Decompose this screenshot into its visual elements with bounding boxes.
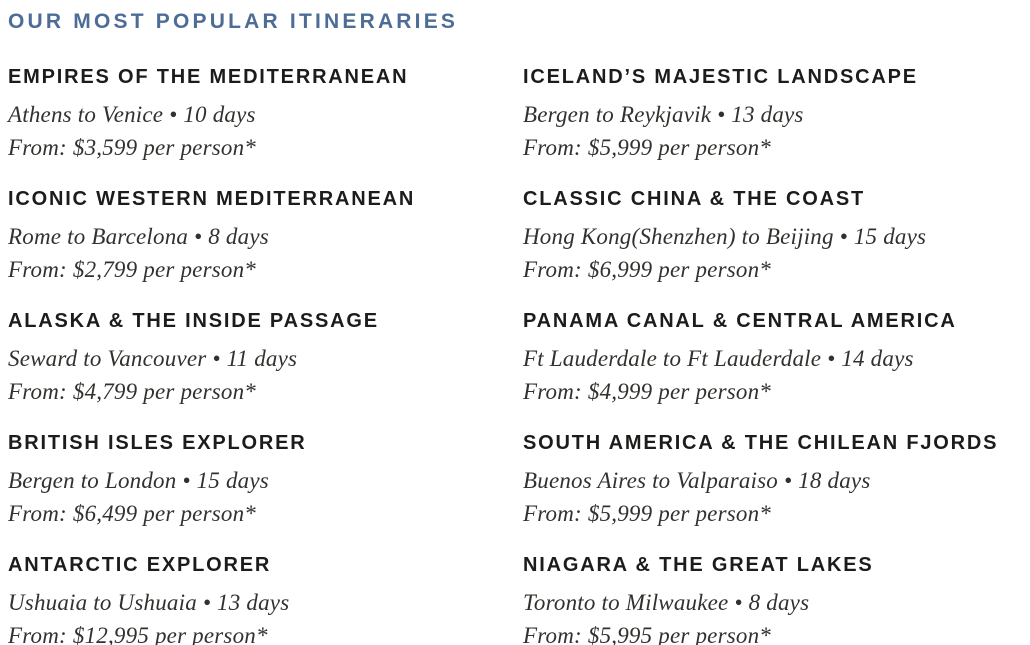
itinerary-title: ALASKA & THE INSIDE PASSAGE — [8, 310, 379, 332]
itinerary-price: From: $2,799 per person* — [8, 257, 256, 282]
left-column: EMPIRES OF THE MEDITERRANEAN Athens to V… — [8, 65, 523, 645]
itinerary-price: From: $12,995 per person* — [8, 623, 268, 645]
itinerary-card: ICELAND’S MAJESTIC LANDSCAPE Bergen to R… — [523, 65, 1030, 164]
itinerary-card: NIAGARA & THE GREAT LAKES Toronto to Mil… — [523, 553, 1030, 645]
itinerary-card: SOUTH AMERICA & THE CHILEAN FJORDS Bueno… — [523, 431, 1030, 530]
itinerary-card: ICONIC WESTERN MEDITERRANEAN Rome to Bar… — [8, 187, 523, 286]
itinerary-route: Hong Kong(Shenzhen) to Beijing • 15 days — [523, 224, 927, 249]
itinerary-route: Ft Lauderdale to Ft Lauderdale • 14 days — [523, 346, 914, 371]
itinerary-route: Toronto to Milwaukee • 8 days — [523, 590, 810, 615]
itinerary-card: BRITISH ISLES EXPLORER Bergen to London … — [8, 431, 523, 530]
itinerary-title: EMPIRES OF THE MEDITERRANEAN — [8, 66, 409, 88]
itinerary-title: CLASSIC CHINA & THE COAST — [523, 188, 866, 210]
itinerary-card: PANAMA CANAL & CENTRAL AMERICA Ft Lauder… — [523, 309, 1030, 408]
itinerary-columns: EMPIRES OF THE MEDITERRANEAN Athens to V… — [8, 65, 1030, 645]
itinerary-price: From: $4,999 per person* — [523, 379, 771, 404]
itinerary-route: Buenos Aires to Valparaiso • 18 days — [523, 468, 871, 493]
itinerary-price: From: $4,799 per person* — [8, 379, 256, 404]
itinerary-card: ANTARCTIC EXPLORER Ushuaia to Ushuaia • … — [8, 553, 523, 645]
itinerary-title: ICONIC WESTERN MEDITERRANEAN — [8, 188, 416, 210]
right-column: ICELAND’S MAJESTIC LANDSCAPE Bergen to R… — [523, 65, 1030, 645]
itinerary-price: From: $5,999 per person* — [523, 135, 771, 160]
itinerary-price: From: $5,999 per person* — [523, 501, 771, 526]
itinerary-route: Bergen to London • 15 days — [8, 468, 269, 493]
itinerary-title: ANTARCTIC EXPLORER — [8, 554, 272, 576]
itinerary-price: From: $3,599 per person* — [8, 135, 256, 160]
itinerary-route: Seward to Vancouver • 11 days — [8, 346, 298, 371]
itinerary-price: From: $5,995 per person* — [523, 623, 771, 645]
itinerary-route: Athens to Venice • 10 days — [8, 102, 256, 127]
itinerary-title: BRITISH ISLES EXPLORER — [8, 432, 307, 454]
itinerary-title: ICELAND’S MAJESTIC LANDSCAPE — [523, 66, 918, 88]
itinerary-price: From: $6,999 per person* — [523, 257, 771, 282]
itinerary-route: Rome to Barcelona • 8 days — [8, 224, 269, 249]
itinerary-card: EMPIRES OF THE MEDITERRANEAN Athens to V… — [8, 65, 523, 164]
section-heading: OUR MOST POPULAR ITINERARIES — [8, 10, 459, 33]
itinerary-card: CLASSIC CHINA & THE COAST Hong Kong(Shen… — [523, 187, 1030, 286]
itinerary-card: ALASKA & THE INSIDE PASSAGE Seward to Va… — [8, 309, 523, 408]
itinerary-route: Ushuaia to Ushuaia • 13 days — [8, 590, 290, 615]
itinerary-title: PANAMA CANAL & CENTRAL AMERICA — [523, 310, 957, 332]
itinerary-title: SOUTH AMERICA & THE CHILEAN FJORDS — [523, 432, 999, 454]
itinerary-price: From: $6,499 per person* — [8, 501, 256, 526]
itinerary-route: Bergen to Reykjavik • 13 days — [523, 102, 804, 127]
itinerary-title: NIAGARA & THE GREAT LAKES — [523, 554, 874, 576]
